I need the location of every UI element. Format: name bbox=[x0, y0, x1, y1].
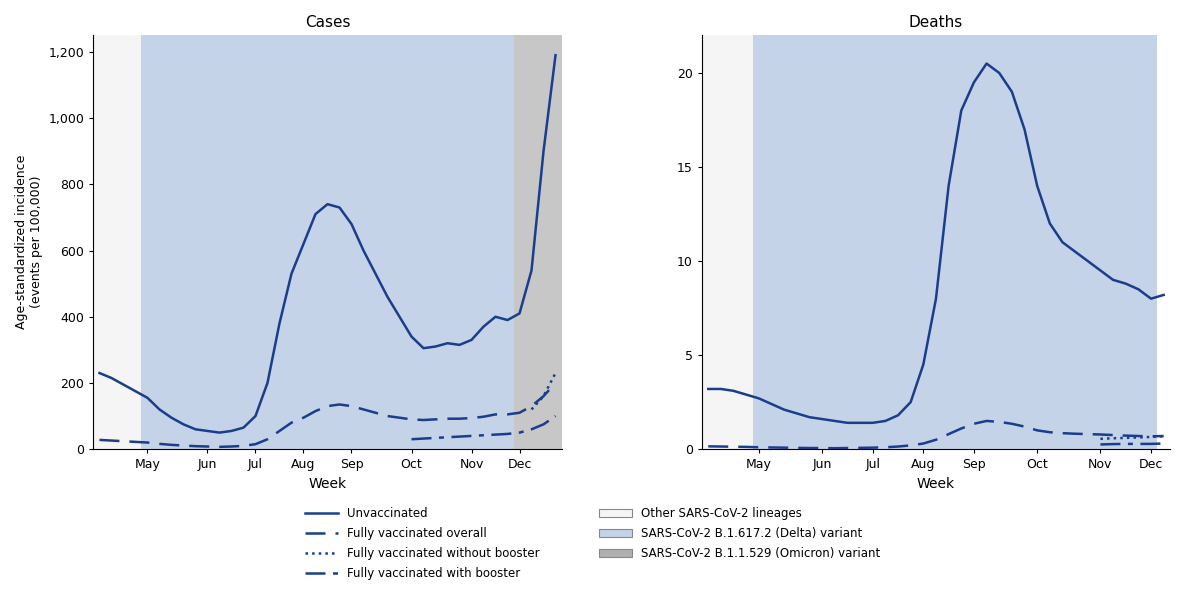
X-axis label: Week: Week bbox=[917, 477, 955, 491]
X-axis label: Week: Week bbox=[308, 477, 346, 491]
Y-axis label: Age-standardized incidence
(events per 100,000): Age-standardized incidence (events per 1… bbox=[15, 155, 43, 329]
Title: Deaths: Deaths bbox=[909, 15, 963, 30]
Title: Cases: Cases bbox=[305, 15, 351, 30]
Bar bbox=[141, 35, 513, 449]
Bar bbox=[752, 35, 1158, 449]
Bar bbox=[702, 35, 752, 449]
Legend: Unvaccinated, Fully vaccinated overall, Fully vaccinated without booster, Fully : Unvaccinated, Fully vaccinated overall, … bbox=[300, 502, 885, 585]
Bar bbox=[94, 35, 141, 449]
Bar bbox=[513, 35, 562, 449]
